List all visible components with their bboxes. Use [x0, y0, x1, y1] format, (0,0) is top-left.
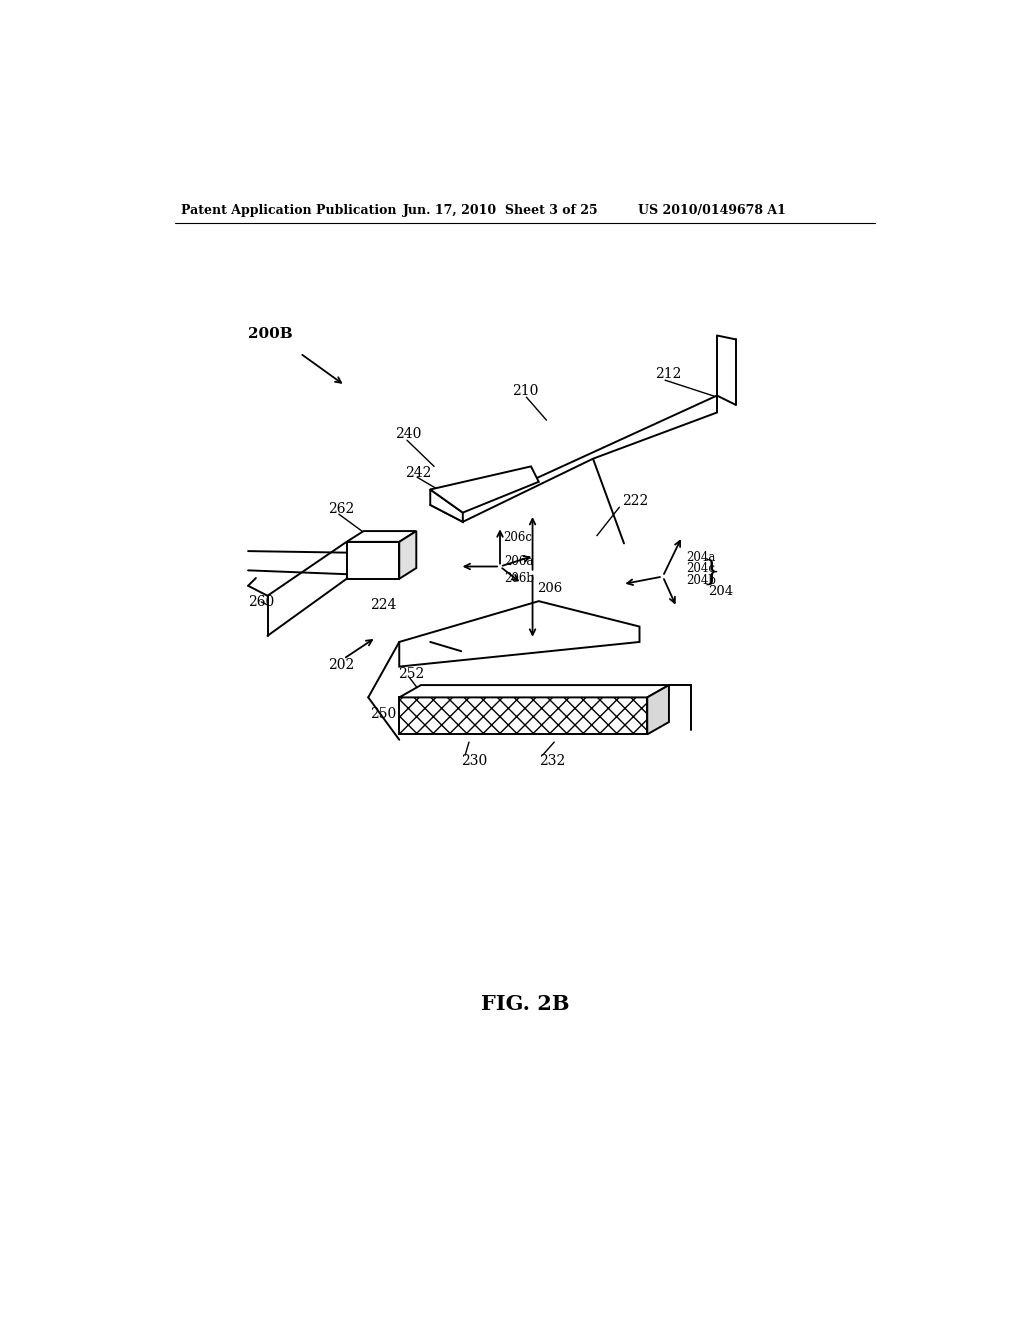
Text: 202: 202: [328, 659, 354, 672]
Text: 206b: 206b: [505, 573, 535, 585]
Text: 240: 240: [395, 428, 422, 441]
Text: US 2010/0149678 A1: US 2010/0149678 A1: [638, 205, 785, 218]
Text: }: }: [702, 560, 720, 586]
Text: FIG. 2B: FIG. 2B: [480, 994, 569, 1014]
Text: 250: 250: [370, 708, 396, 721]
Text: 224: 224: [370, 598, 396, 612]
Polygon shape: [399, 685, 669, 697]
Text: Patent Application Publication: Patent Application Publication: [180, 205, 396, 218]
Polygon shape: [430, 466, 539, 512]
Text: 232: 232: [539, 754, 565, 767]
Text: 204a: 204a: [686, 550, 716, 564]
Text: Jun. 17, 2010  Sheet 3 of 25: Jun. 17, 2010 Sheet 3 of 25: [403, 205, 599, 218]
Text: 204b: 204b: [686, 574, 716, 587]
Text: 222: 222: [623, 494, 648, 508]
Text: 206c: 206c: [503, 531, 532, 544]
Text: 242: 242: [406, 466, 432, 479]
Text: 252: 252: [397, 668, 424, 681]
Text: 230: 230: [461, 754, 487, 767]
Polygon shape: [461, 396, 717, 521]
Polygon shape: [647, 685, 669, 734]
Text: 210: 210: [512, 384, 538, 397]
Text: 206a: 206a: [505, 556, 535, 569]
Text: 206: 206: [538, 582, 562, 594]
Text: 260: 260: [248, 595, 274, 609]
Text: 200B: 200B: [248, 327, 293, 341]
Text: 262: 262: [328, 502, 354, 516]
Polygon shape: [399, 531, 417, 578]
Polygon shape: [399, 601, 640, 667]
Polygon shape: [346, 543, 399, 578]
Text: 212: 212: [655, 367, 681, 381]
Text: 204c: 204c: [686, 562, 715, 576]
Polygon shape: [430, 490, 463, 521]
Polygon shape: [346, 531, 417, 543]
Text: 204: 204: [708, 585, 733, 598]
